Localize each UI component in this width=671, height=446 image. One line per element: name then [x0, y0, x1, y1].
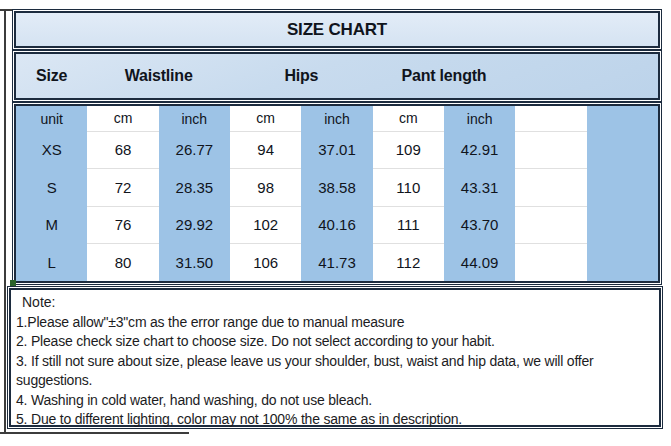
cell-s-empty-1 — [515, 169, 586, 206]
table-row-s: S7228.359838.5811043.31 — [16, 169, 658, 206]
cell-l-pant-length-cm: 112 — [373, 244, 444, 281]
cell-m-waistline-inch: 29.92 — [159, 206, 230, 243]
table-row-xs: XS6826.779437.0110942.91 — [16, 131, 658, 168]
size-table-container: unitcminchcminchcminchXS6826.779437.0110… — [14, 104, 660, 283]
note-item-2: 2. Please check size chart to choose siz… — [15, 332, 655, 352]
measurement-header: SizeWaistlineHipsPant length — [14, 52, 660, 100]
unit-cell-inch-2: inch — [159, 106, 230, 131]
cell-s-hips-cm: 98 — [230, 169, 301, 206]
cell-m-waistline-cm: 76 — [87, 206, 158, 243]
cell-s-size: S — [16, 169, 87, 206]
cell-l-empty-1 — [515, 244, 586, 281]
cell-xs-hips-cm: 94 — [230, 131, 301, 168]
unit-cell-cm-5: cm — [373, 106, 444, 131]
cell-xs-empty-1 — [515, 131, 586, 168]
cell-l-waistline-cm: 80 — [87, 244, 158, 281]
cell-m-pant-length-cm: 111 — [373, 206, 444, 243]
note-item-5: 5. Due to different lighting, color may … — [15, 410, 655, 430]
cell-s-pant-length-inch: 43.31 — [444, 169, 515, 206]
cell-xs-waistline-cm: 68 — [87, 131, 158, 168]
corner-marker-dot — [10, 280, 16, 286]
size-chart-title-bar: SIZE CHART — [14, 11, 660, 48]
notes-panel: Note: 1.Please allow"±3"cm as the error … — [9, 288, 661, 427]
header-row: SizeWaistlineHipsPant length — [16, 54, 658, 98]
cell-s-waistline-cm: 72 — [87, 169, 158, 206]
cell-l-waistline-inch: 31.50 — [159, 244, 230, 281]
unit-cell-cm-3: cm — [230, 106, 301, 131]
cell-l-pant-length-inch: 44.09 — [444, 244, 515, 281]
cell-s-pant-length-cm: 110 — [373, 169, 444, 206]
frame-line-bottom — [0, 432, 189, 434]
cell-s-empty-2 — [587, 169, 658, 206]
table-row-m: M7629.9210240.1611143.70 — [16, 206, 658, 243]
cell-l-hips-cm: 106 — [230, 244, 301, 281]
frame-line-top — [0, 9, 13, 11]
note-item-1: 1.Please allow"±3"cm as the error range … — [15, 313, 655, 333]
header-cell-size: Size — [16, 54, 87, 98]
size-chart-image: SIZE CHART SizeWaistlineHipsPant length … — [0, 0, 671, 446]
unit-cell-inch-4: inch — [301, 106, 372, 131]
cell-xs-size: XS — [16, 131, 87, 168]
cell-xs-pant-length-inch: 42.91 — [444, 131, 515, 168]
frame-line-left — [4, 9, 6, 433]
header-cell-hips: Hips — [230, 54, 373, 98]
cell-m-hips-inch: 40.16 — [301, 206, 372, 243]
notes-heading: Note: — [15, 293, 655, 313]
size-table: unitcminchcminchcminchXS6826.779437.0110… — [16, 106, 658, 281]
cell-m-empty-2 — [587, 206, 658, 243]
note-item-3: 3. If still not sure about size, please … — [15, 352, 655, 391]
header-cell-waistline: Waistline — [87, 54, 230, 98]
unit-cell-empty-8 — [587, 106, 658, 131]
unit-cell-empty-7 — [515, 106, 586, 131]
header-cell-spacer — [515, 54, 658, 98]
header-table: SizeWaistlineHipsPant length — [16, 54, 658, 98]
unit-cell-inch-6: inch — [444, 106, 515, 131]
table-row-l: L8031.5010641.7311244.09 — [16, 244, 658, 281]
note-item-4: 4. Washing in cold water, hand washing, … — [15, 391, 655, 411]
cell-m-empty-1 — [515, 206, 586, 243]
header-cell-pant-length: Pant length — [373, 54, 516, 98]
cell-xs-waistline-inch: 26.77 — [159, 131, 230, 168]
cell-xs-pant-length-cm: 109 — [373, 131, 444, 168]
cell-s-waistline-inch: 28.35 — [159, 169, 230, 206]
unit-cell-cm-1: cm — [87, 106, 158, 131]
cell-l-size: L — [16, 244, 87, 281]
cell-xs-hips-inch: 37.01 — [301, 131, 372, 168]
unit-cell-unit-0: unit — [16, 106, 87, 131]
cell-l-hips-inch: 41.73 — [301, 244, 372, 281]
cell-m-size: M — [16, 206, 87, 243]
cell-m-hips-cm: 102 — [230, 206, 301, 243]
cell-xs-empty-2 — [587, 131, 658, 168]
page-title: SIZE CHART — [287, 20, 387, 40]
cell-m-pant-length-inch: 43.70 — [444, 206, 515, 243]
cell-s-hips-inch: 38.58 — [301, 169, 372, 206]
cell-l-empty-2 — [587, 244, 658, 281]
notes-list: 1.Please allow"±3"cm as the error range … — [15, 313, 655, 430]
unit-row: unitcminchcminchcminch — [16, 106, 658, 131]
